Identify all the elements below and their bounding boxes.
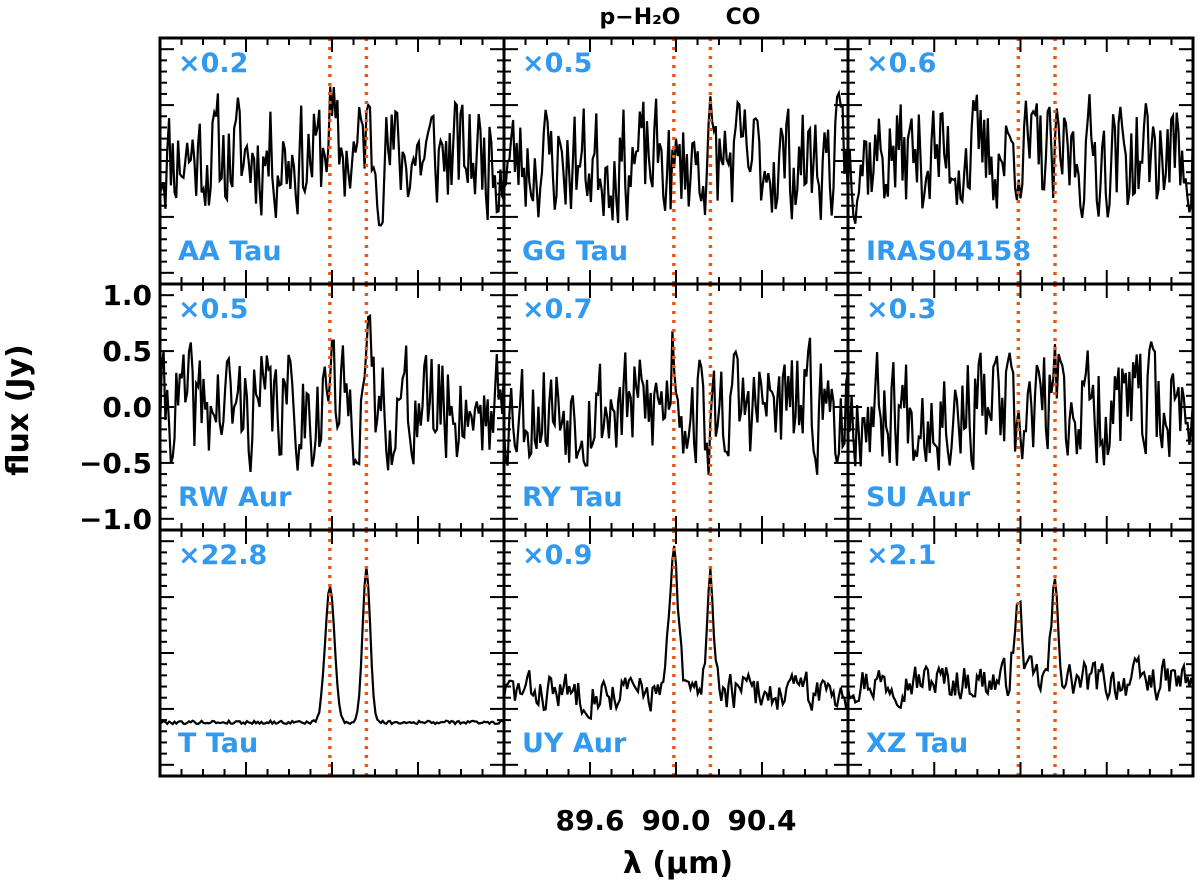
panel-scale-label: ×0.6 [866, 48, 936, 79]
panel-scale-label: ×0.5 [522, 48, 592, 79]
panels-layer: ×0.2 AA Tau ×0.5 GG Tau ×0.6 IRAS04158 ×0.5 RW … [158, 36, 1195, 778]
y-axis-title: flux (Jy) [1, 344, 36, 476]
spectrum-line [848, 341, 1193, 471]
x-axis-title: λ (μm) [623, 846, 733, 881]
panel-name-label: RY Tau [522, 482, 623, 513]
ticks-layer: 1.0 0.5 0.0 −0.5 −1.0 89.6 90.0 90.4 [79, 279, 797, 837]
panel-name-label: AA Tau [178, 236, 282, 267]
panel-su-aur: ×0.3 SU Aur [846, 282, 1195, 532]
spectrum-line [504, 331, 848, 475]
panel-ry-tau: ×0.7 RY Tau [502, 282, 850, 532]
panel-scale-label: ×0.5 [178, 294, 248, 325]
panel-name-label: UY Aur [522, 728, 627, 759]
spectrum-line [504, 89, 848, 224]
x-tick-label: 89.6 [555, 804, 624, 837]
panel-scale-label: ×2.1 [866, 540, 936, 571]
y-tick-label: 0.0 [102, 391, 152, 424]
panel-aa-tau: ×0.2 AA Tau [158, 36, 506, 286]
h2o-line-label: p−H₂O [600, 5, 681, 30]
co-line-label: CO [726, 5, 761, 30]
spectrum-line [504, 545, 848, 721]
panel-xz-tau: ×2.1 XZ Tau [846, 528, 1195, 778]
panel-t-tau: ×22.8 T Tau [158, 528, 506, 778]
panel-name-label: IRAS04158 [866, 236, 1031, 267]
y-tick-label: 0.5 [102, 335, 152, 368]
spectrum-line [160, 566, 504, 726]
panel-scale-label: ×0.7 [522, 294, 592, 325]
x-tick-label: 90.0 [641, 804, 710, 837]
panel-name-label: T Tau [178, 728, 258, 759]
panel-scale-label: ×0.9 [522, 540, 592, 571]
spectrum-line [160, 86, 504, 227]
panel-gg-tau: ×0.5 GG Tau [502, 36, 850, 286]
panel-scale-label: ×0.2 [178, 48, 248, 79]
spectrum-line [848, 94, 1193, 224]
spectrum-line [848, 578, 1193, 710]
y-tick-label: −1.0 [79, 503, 152, 536]
x-tick-label: 90.4 [727, 804, 796, 837]
panel-scale-label: ×22.8 [178, 540, 267, 571]
panel-name-label: GG Tau [522, 236, 628, 267]
panel-uy-aur: ×0.9 UY Aur [502, 528, 850, 778]
spectrum-line [160, 313, 504, 472]
y-tick-label: −0.5 [79, 447, 152, 480]
panel-rw-aur: ×0.5 RW Aur [158, 282, 506, 532]
panel-name-label: SU Aur [866, 482, 971, 513]
panel-name-label: XZ Tau [866, 728, 968, 759]
panel-name-label: RW Aur [178, 482, 292, 513]
y-tick-label: 1.0 [102, 279, 152, 312]
panel-scale-label: ×0.3 [866, 294, 936, 325]
panel-iras04158: ×0.6 IRAS04158 [846, 36, 1195, 286]
